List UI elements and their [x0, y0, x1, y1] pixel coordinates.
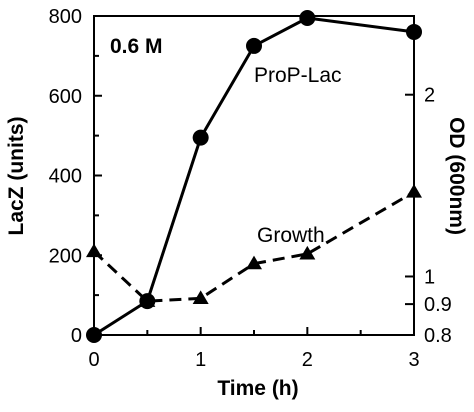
- y2-axis-title: OD (600nm): [445, 117, 468, 235]
- data-point-prop-lac: [192, 129, 209, 146]
- y-tick-label: 0: [71, 325, 82, 347]
- data-point-prop-lac: [299, 9, 316, 26]
- data-point-prop-lac: [246, 37, 262, 54]
- y2-tick-label: 2: [424, 85, 435, 107]
- data-point-growth: [299, 245, 316, 260]
- x-tick-label: 1: [195, 349, 206, 371]
- data-point-growth: [86, 243, 102, 258]
- y-tick-label: 800: [49, 6, 82, 28]
- y-axis-title: LacZ (units): [5, 117, 28, 236]
- x-tick-label: 3: [408, 349, 419, 371]
- series-line-prop-lac: [93, 16, 415, 337]
- y-tick-label: 600: [49, 86, 82, 108]
- y-tick-label: 200: [49, 245, 82, 267]
- data-point-prop-lac: [86, 327, 102, 343]
- data-point-prop-lac: [406, 23, 422, 40]
- data-point-growth: [406, 184, 422, 198]
- x-tick-label: 0: [88, 349, 99, 371]
- x-tick-label: 2: [302, 349, 313, 371]
- series-label-growth: Growth: [257, 224, 325, 247]
- axis-ticks: 0 1 2 3 0 200 400 600 800 0.8 0.9 1 2: [49, 6, 452, 371]
- data-point-growth: [139, 293, 156, 307]
- y2-tick-label: 0.9: [424, 294, 452, 316]
- series-line-growth: [92, 190, 415, 303]
- y2-tick-label: 1: [424, 266, 435, 288]
- y-tick-label: 400: [49, 166, 82, 188]
- series-label-prop-lac: ProP-Lac: [254, 64, 342, 87]
- x-axis-title: Time (h): [217, 377, 298, 400]
- y2-tick-label: 0.8: [424, 325, 452, 347]
- data-point-growth: [246, 255, 262, 270]
- series-layer: [86, 9, 422, 343]
- data-point-growth: [192, 290, 209, 304]
- condition-label: 0.6 M: [110, 35, 163, 58]
